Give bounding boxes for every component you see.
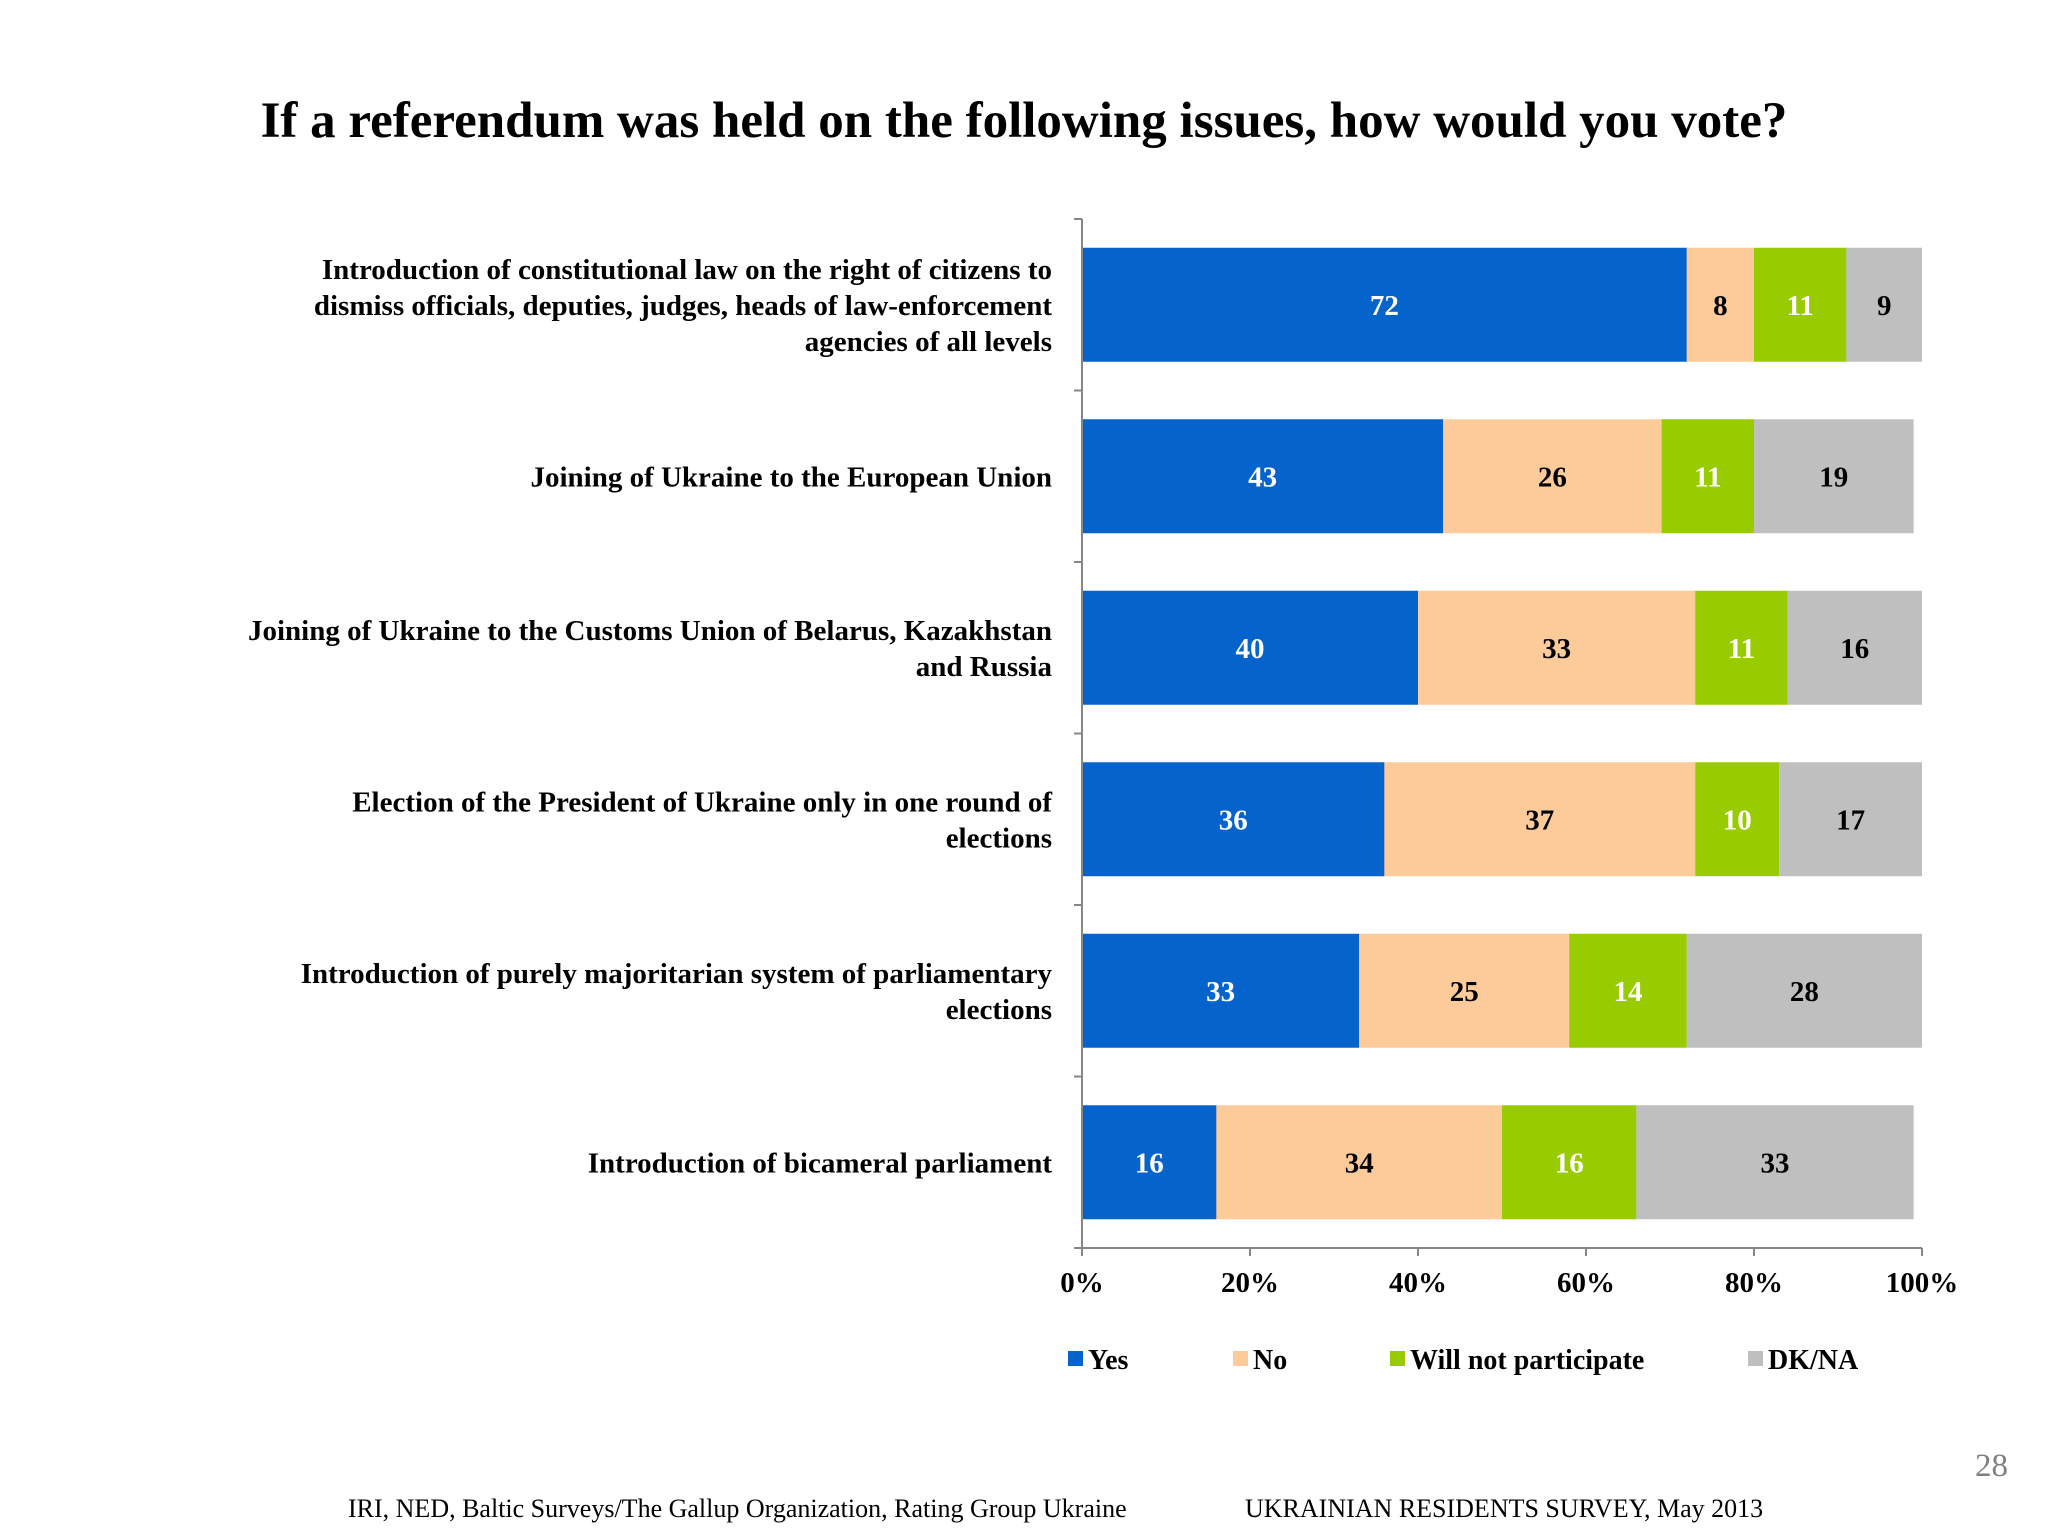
legend-item-will-not-participate: Will not participate [1390, 1345, 1644, 1376]
data-label: 37 [1525, 804, 1554, 836]
data-label: 19 [1819, 461, 1848, 493]
bar-segment-yes-3 [1082, 590, 1418, 705]
data-label: 10 [1723, 804, 1752, 836]
bar-segment-dk-na-1 [1846, 247, 1922, 362]
data-label: 33 [1542, 633, 1571, 665]
bar-segment-yes-4 [1082, 762, 1385, 877]
legend-swatch [1233, 1351, 1248, 1366]
legend-label: Yes [1088, 1345, 1129, 1376]
legend-item-yes: Yes [1068, 1345, 1129, 1376]
bar-segment-no-5 [1359, 933, 1570, 1048]
data-label: 16 [1840, 633, 1869, 665]
bar-segment-yes-1 [1082, 247, 1687, 362]
category-label: Introduction of bicameral parliament [588, 1147, 1053, 1179]
legend-swatch [1748, 1351, 1763, 1366]
bar-segment-will-not-participate-4 [1695, 762, 1780, 877]
legend-label: DK/NA [1768, 1345, 1859, 1376]
legend-item-no: No [1233, 1345, 1287, 1376]
bar-segment-dk-na-5 [1686, 933, 1922, 1048]
bar-segment-dk-na-3 [1787, 590, 1922, 705]
data-label: 16 [1135, 1147, 1164, 1179]
x-tick-label: 40% [1389, 1267, 1447, 1299]
bar-segment-no-3 [1418, 590, 1696, 705]
bar-segment-no-1 [1686, 247, 1754, 362]
bar-segment-no-4 [1384, 762, 1696, 877]
legend-swatch [1390, 1351, 1405, 1366]
data-label: 11 [1694, 461, 1721, 493]
data-label: 40 [1236, 633, 1265, 665]
data-label: 11 [1728, 633, 1755, 665]
footer-survey: UKRAINIAN RESIDENTS SURVEY, May 2013 [1245, 1494, 1764, 1523]
legend-swatch [1068, 1351, 1083, 1366]
bar-segment-no-6 [1216, 1105, 1502, 1220]
footer-source: IRI, NED, Baltic Surveys/The Gallup Orga… [348, 1494, 1127, 1523]
bar-segment-yes-5 [1082, 933, 1360, 1048]
data-label: 33 [1206, 976, 1235, 1008]
bar-segment-will-not-participate-6 [1502, 1105, 1637, 1220]
axes: 0% 20% 40% 60% 80% 100% [1060, 218, 1959, 1299]
chart-title: If a referendum was held on the followin… [260, 93, 1788, 149]
x-tick-label: 0% [1060, 1267, 1104, 1299]
data-label: 9 [1877, 290, 1892, 322]
category-label: elections [946, 994, 1052, 1026]
category-label: elections [946, 822, 1052, 854]
x-tick-label: 100% [1886, 1267, 1959, 1299]
bar-segment-will-not-participate-5 [1569, 933, 1687, 1048]
data-label: 8 [1713, 290, 1728, 322]
bar-segment-will-not-participate-2 [1661, 419, 1754, 534]
bar-segment-will-not-participate-3 [1695, 590, 1788, 705]
data-label: 16 [1555, 1147, 1584, 1179]
bar-segment-yes-2 [1082, 419, 1444, 534]
data-label: 26 [1538, 461, 1567, 493]
data-label: 11 [1786, 290, 1813, 322]
data-label: 36 [1219, 804, 1248, 836]
page-number: 28 [1975, 1448, 2008, 1484]
x-tick-label: 20% [1221, 1267, 1279, 1299]
category-label: Joining of Ukraine to the European Union [530, 461, 1052, 493]
legend-label: No [1253, 1345, 1287, 1376]
bar-segment-yes-6 [1082, 1105, 1217, 1220]
data-label: 28 [1790, 976, 1819, 1008]
data-label: 72 [1370, 290, 1399, 322]
bar-segment-dk-na-6 [1636, 1105, 1914, 1220]
category-label: Joining of Ukraine to the Customs Union … [248, 615, 1052, 647]
bar-segment-dk-na-2 [1754, 419, 1914, 534]
category-label: Introduction of constitutional law on th… [322, 254, 1052, 286]
data-label: 14 [1614, 976, 1643, 1008]
bar-segment-dk-na-4 [1779, 762, 1922, 877]
category-label: Election of the President of Ukraine onl… [352, 786, 1052, 818]
category-label: agencies of all levels [805, 326, 1052, 358]
category-labels: Introduction of constitutional law on th… [248, 254, 1053, 1180]
bar-segment-will-not-participate-1 [1754, 247, 1847, 362]
x-tick-label: 80% [1725, 1267, 1783, 1299]
bars-layer: 72 8 11 9 43 26 11 19 40 33 11 16 36 37 10 17 33 25 14 28 16… [1082, 247, 1922, 1220]
category-label: and Russia [916, 651, 1053, 683]
data-label: 33 [1761, 1147, 1790, 1179]
legend: Yes No Will not participate DK/NA [1068, 1345, 1859, 1376]
category-label: Introduction of purely majoritarian syst… [301, 958, 1053, 990]
data-label: 25 [1450, 976, 1479, 1008]
data-label: 17 [1836, 804, 1865, 836]
legend-item-dk-na: DK/NA [1748, 1345, 1859, 1376]
data-label: 34 [1345, 1147, 1374, 1179]
legend-label: Will not participate [1410, 1345, 1644, 1376]
data-label: 43 [1248, 461, 1277, 493]
bar-segment-no-2 [1443, 419, 1662, 534]
x-tick-label: 60% [1557, 1267, 1615, 1299]
category-label: dismiss officials, deputies, judges, hea… [314, 290, 1052, 322]
